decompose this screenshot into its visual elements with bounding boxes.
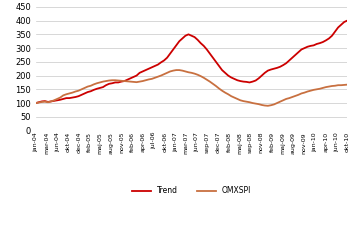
Legend: Trend, OMXSPI: Trend, OMXSPI [129, 183, 255, 199]
